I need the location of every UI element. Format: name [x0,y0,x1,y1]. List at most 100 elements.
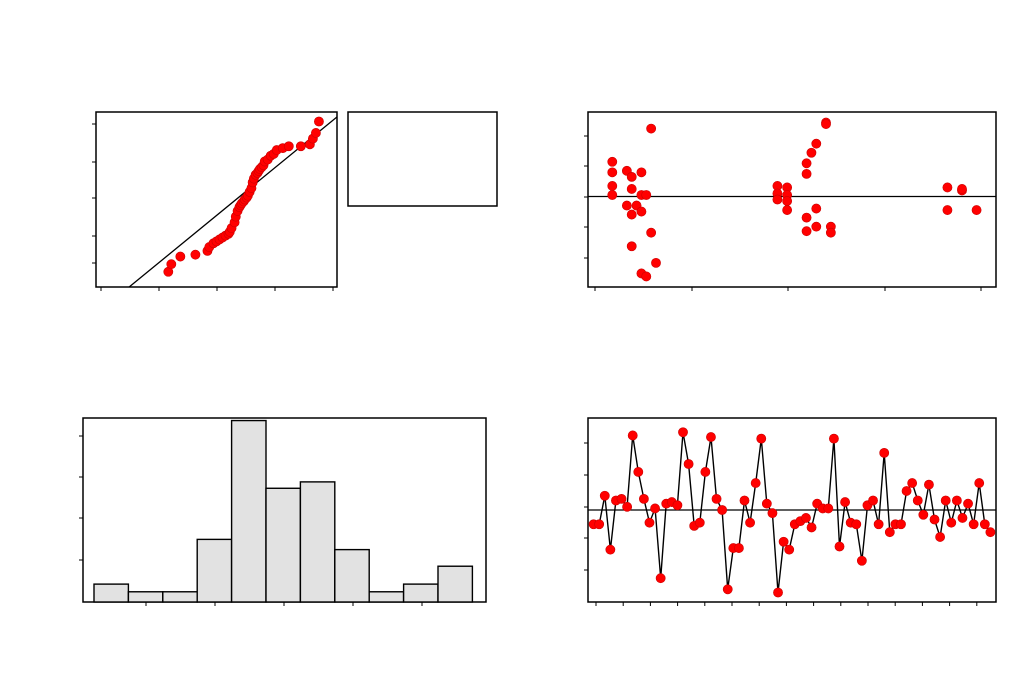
data-point [711,493,722,504]
data-point [801,513,811,523]
data-point [636,206,647,217]
data-point [314,116,324,127]
data-point [772,194,783,205]
data-point [636,167,647,178]
data-point [651,257,661,268]
data-point [957,184,967,194]
data-point [756,433,767,444]
data-point [801,168,812,179]
data-point [974,478,985,488]
data-point [907,478,918,488]
data-point [924,479,934,490]
data-point [912,495,923,506]
data-point [806,147,817,158]
normal-probability-panel [92,111,498,291]
data-point [767,508,778,519]
data-point [929,514,940,525]
data-point [821,119,831,129]
data-point [868,495,878,506]
data-point [942,182,953,193]
data-point [811,203,822,214]
data-point [834,541,845,552]
data-point [823,503,834,514]
data-point [801,226,812,237]
plot-frame [95,111,338,288]
data-point [971,205,982,215]
data-point [829,433,839,444]
histogram-bar [299,481,336,603]
residuals-vs-order-panel [584,417,997,606]
data-point [295,141,306,152]
data-point [622,501,633,512]
data-point [650,503,660,514]
data-point [607,167,618,178]
histogram-bar [334,548,370,603]
data-point [811,221,822,232]
data-point [851,519,862,530]
data-point [750,478,761,488]
data-point [672,500,683,511]
data-point [957,513,968,523]
data-point [627,430,638,441]
plot-frame [587,111,997,288]
data-point [599,490,610,501]
data-point [801,158,812,169]
data-point [946,517,957,528]
data-point [616,493,627,504]
data-point [918,509,929,520]
data-point [806,522,817,533]
histogram-panel [79,417,487,606]
data-point [700,467,711,477]
data-point [607,190,618,200]
data-point [641,271,652,282]
data-point [722,584,733,595]
data-point [884,527,895,538]
data-point [940,495,951,506]
data-point [646,227,657,238]
data-point [778,536,789,547]
data-point [896,519,906,530]
data-point [856,555,867,566]
data-point [717,505,728,515]
data-point [190,249,201,260]
data-point [605,544,616,555]
data-point [638,493,649,504]
histogram-bar [402,583,439,603]
data-point [873,519,884,530]
data-point [739,495,750,506]
data-point [985,527,996,538]
data-point [951,495,962,506]
data-point [283,141,294,152]
data-point [678,427,688,438]
data-point [811,138,822,149]
data-point [782,205,793,215]
histogram-bar [230,419,267,603]
data-point [825,227,836,238]
data-point [175,251,186,262]
data-point [683,459,694,469]
data-point [166,259,177,270]
data-point [745,517,755,528]
data-point [607,156,618,167]
histogram-bar [437,565,474,603]
data-point [641,190,652,200]
legend-box [347,111,498,207]
data-point [840,497,850,507]
data-point [607,181,618,191]
data-point [626,184,637,194]
data-point [633,467,644,477]
data-point [935,532,946,542]
data-point [901,486,912,496]
histogram-bar [162,591,198,603]
histogram-bar [368,591,405,603]
histogram-bar [127,591,164,603]
data-point [655,573,666,584]
data-point [734,543,744,553]
data-point [311,128,321,138]
series-line [593,432,991,593]
data-point [646,123,657,134]
data-point [801,212,812,223]
data-point [963,498,973,509]
data-point [773,587,783,598]
